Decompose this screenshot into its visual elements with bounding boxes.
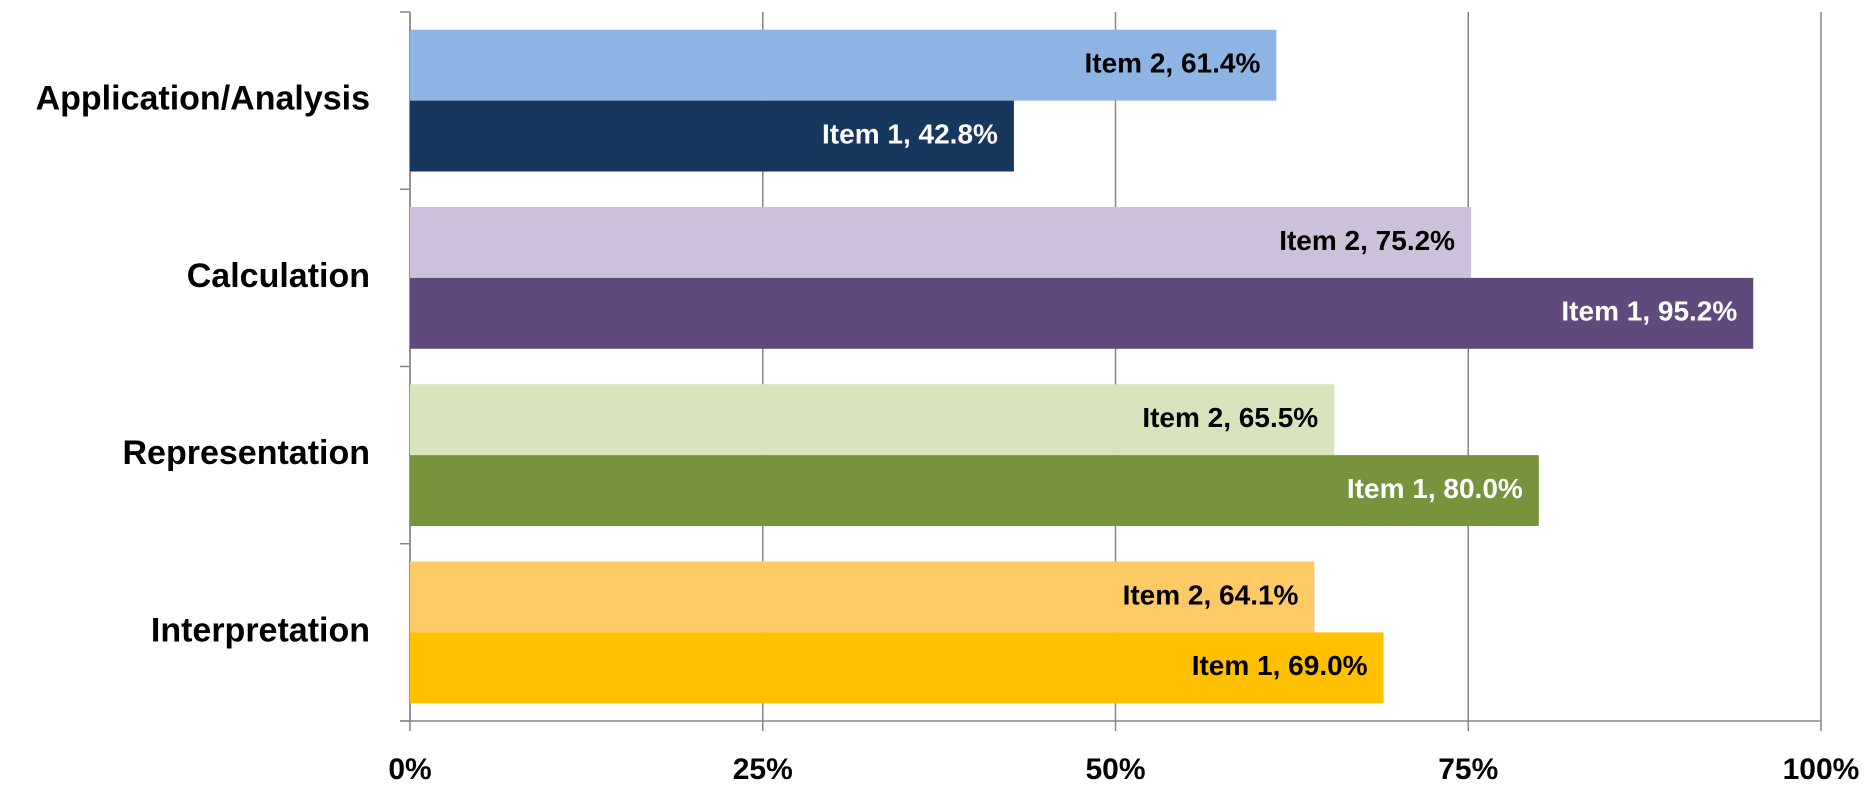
x-tick-label: 50% — [1085, 753, 1145, 786]
bar — [410, 206, 1472, 278]
bar — [410, 561, 1315, 633]
data-label: Item 1, 80.0% — [1347, 473, 1523, 504]
category-label: Representation — [123, 434, 371, 472]
x-tick-label: 100% — [1783, 753, 1860, 786]
data-label: Item 2, 61.4% — [1084, 48, 1260, 79]
bar — [410, 29, 1277, 101]
category-label: Interpretation — [151, 611, 370, 649]
x-tick-label: 25% — [733, 753, 793, 786]
bar — [410, 632, 1384, 704]
category-label: Application/Analysis — [36, 80, 370, 118]
bar — [410, 455, 1539, 527]
bar — [410, 384, 1335, 456]
x-tick-label: 0% — [388, 753, 431, 786]
bar — [410, 277, 1754, 349]
category-label: Calculation — [187, 257, 370, 295]
data-label: Item 2, 75.2% — [1279, 225, 1455, 256]
data-label: Item 1, 42.8% — [822, 118, 998, 149]
data-label: Item 2, 65.5% — [1142, 402, 1318, 433]
x-tick-label: 75% — [1438, 753, 1498, 786]
data-label: Item 2, 64.1% — [1123, 579, 1299, 610]
data-label: Item 1, 69.0% — [1192, 650, 1368, 681]
data-label: Item 1, 95.2% — [1561, 296, 1737, 327]
bar — [410, 100, 1014, 172]
